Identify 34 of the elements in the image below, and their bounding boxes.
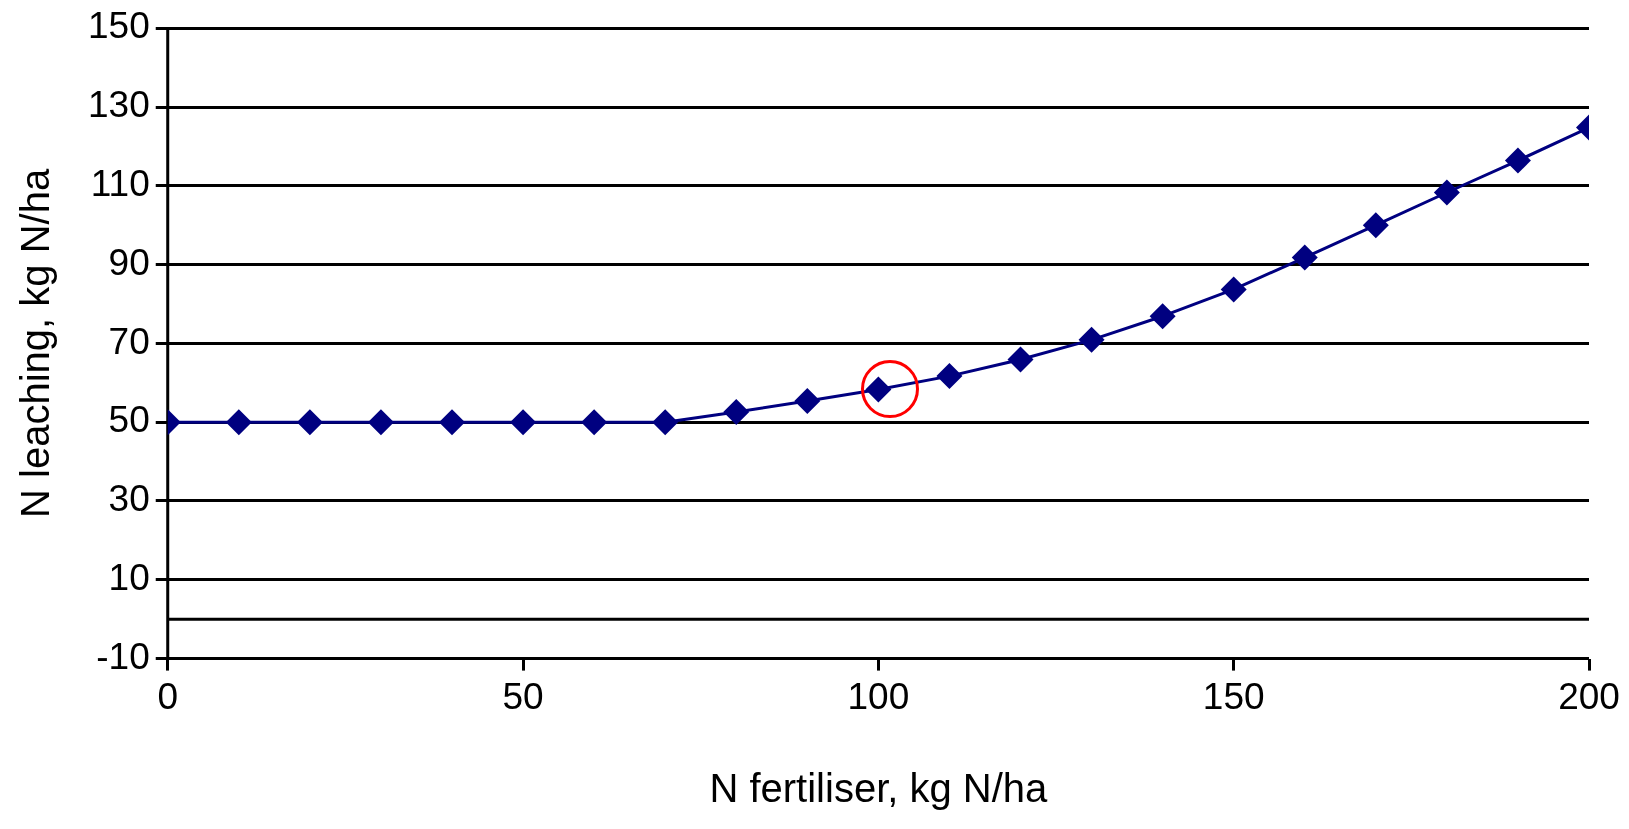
x-tick-label: 0 [157,676,179,717]
point [438,409,465,436]
y-tick-label: 150 [88,5,150,47]
point [225,409,252,436]
point [1007,346,1034,373]
point [1433,179,1460,206]
point [1078,326,1105,353]
x-tick-label: 100 [847,676,910,717]
point [1362,212,1389,239]
y-tick-label: 50 [108,399,150,441]
point [652,409,679,436]
y-tick-label: -10 [96,635,150,677]
y-tick-label: 110 [90,163,150,204]
y-tick-label: 90 [108,241,150,283]
point [296,409,323,436]
point [367,409,394,436]
point [723,398,750,425]
x-axis-title: N fertiliser, kg N/ha [709,766,1049,811]
y-axis-title: N leaching, kg N/ha [13,168,58,518]
point [936,363,963,390]
point [1220,276,1247,303]
y-tick-label: 70 [108,320,150,362]
x-tick-label: 200 [1558,676,1620,717]
x-tick-label: 50 [502,676,544,717]
y-tick-label: 130 [88,84,150,126]
point [1149,303,1176,330]
point [794,387,821,414]
point [1504,147,1531,174]
y-tick-label: 10 [108,557,150,598]
y-tick-label: 30 [108,478,150,520]
point [581,409,608,436]
x-tick-label: 150 [1202,676,1265,717]
point [1291,244,1318,271]
point [510,409,537,436]
